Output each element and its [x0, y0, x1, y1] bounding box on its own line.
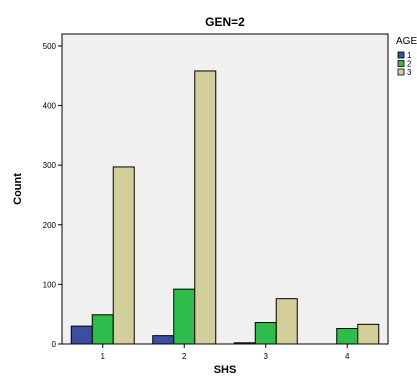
- bar-3-age-1: [233, 342, 256, 345]
- bar-3-age-3: [275, 298, 298, 345]
- y-tick-label: 500: [43, 42, 57, 51]
- bar-3-age-2: [254, 322, 277, 345]
- bar-4-age-3: [357, 323, 380, 345]
- y-tick-label: 0: [52, 340, 57, 349]
- x-tick-label: 2: [182, 352, 187, 361]
- x-tick-label: 3: [264, 352, 269, 361]
- bar-1-age-3: [112, 166, 135, 345]
- bars-layer: [70, 70, 380, 345]
- legend-swatch-3: [397, 68, 405, 76]
- y-tick-label: 200: [43, 221, 57, 230]
- legend-label-2: 2: [407, 60, 412, 69]
- legend-label-3: 3: [407, 68, 412, 77]
- bar-2-age-1: [152, 335, 175, 345]
- legend: AGE 123: [396, 36, 417, 77]
- x-axis: 1 2 3 4: [101, 344, 350, 361]
- legend-title: AGE: [396, 36, 417, 47]
- bar-1-age-1: [70, 325, 93, 345]
- chart-title: GEN=2: [205, 15, 245, 29]
- x-tick-label: 1: [101, 352, 106, 361]
- y-tick-label: 400: [43, 102, 57, 111]
- y-axis-title: Count: [12, 173, 24, 205]
- bar-1-age-2: [91, 314, 114, 345]
- legend-label-1: 1: [407, 51, 412, 60]
- bar-2-age-2: [173, 288, 196, 345]
- legend-swatch-1: [397, 51, 405, 59]
- y-tick-label: 300: [43, 161, 57, 170]
- y-axis: 0 100 200 300 400 500: [43, 42, 62, 349]
- y-tick-label: 100: [43, 280, 57, 289]
- bar-4-age-2: [336, 328, 359, 345]
- x-axis-title: SHS: [214, 364, 237, 376]
- x-tick-label: 4: [345, 352, 350, 361]
- plot-area: [61, 33, 389, 345]
- legend-swatch-2: [397, 60, 405, 67]
- bar-2-age-3: [194, 70, 217, 345]
